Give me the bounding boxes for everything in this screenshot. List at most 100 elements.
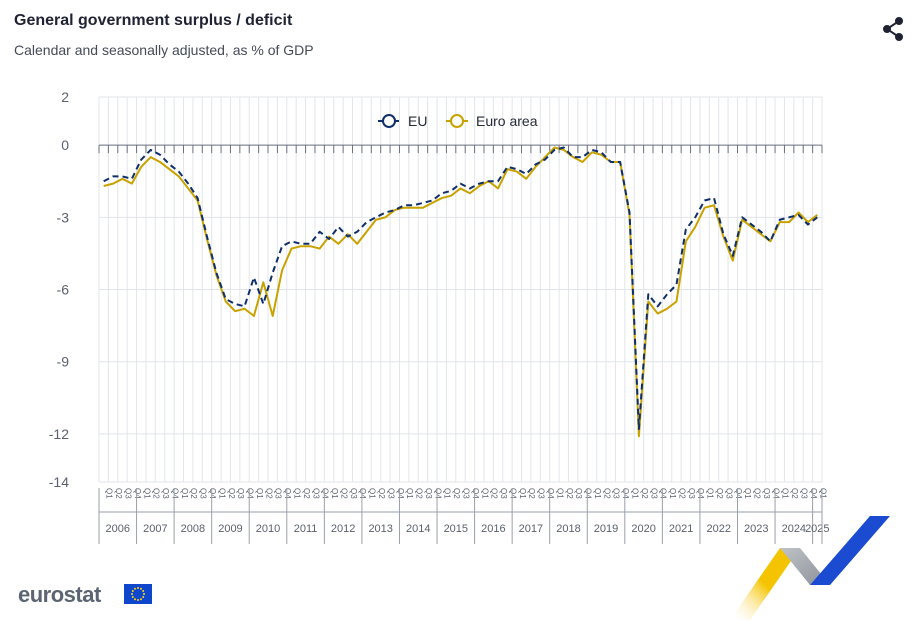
- x-quarter-label: Q2: [677, 488, 686, 499]
- x-year-label: 2014: [406, 523, 430, 535]
- x-quarter-label: Q3: [612, 488, 621, 499]
- legend-marker-eu: [382, 114, 396, 128]
- y-tick-label: 2: [61, 89, 69, 105]
- x-quarter-label: Q4: [170, 488, 179, 499]
- x-year-label: 2016: [481, 523, 505, 535]
- x-quarter-label: Q1: [593, 488, 602, 499]
- legend-label-eu: EU: [408, 113, 427, 129]
- x-quarter-label: Q3: [161, 488, 170, 499]
- x-quarter-label: Q3: [274, 488, 283, 499]
- x-year-label: 2008: [181, 523, 205, 535]
- x-quarter-label: Q4: [809, 488, 818, 499]
- x-year-label: 2012: [331, 523, 355, 535]
- x-year-label: 2023: [744, 523, 768, 535]
- chart-title: General government surplus / deficit: [14, 12, 293, 29]
- x-quarter-label: Q2: [527, 488, 536, 499]
- y-tick-label: -6: [57, 282, 70, 298]
- x-quarter-label: Q2: [339, 488, 348, 499]
- x-quarter-label: Q4: [584, 488, 593, 499]
- x-quarter-label: Q4: [471, 488, 480, 499]
- x-quarter-label: Q2: [189, 488, 198, 499]
- x-quarter-label: Q3: [311, 488, 320, 499]
- x-year-label: 2018: [556, 523, 580, 535]
- x-quarter-label: Q4: [696, 488, 705, 499]
- x-quarter-label: Q3: [762, 488, 771, 499]
- x-quarter-label: Q2: [452, 488, 461, 499]
- x-year-label: 2021: [669, 523, 693, 535]
- x-year-label: 2020: [631, 523, 655, 535]
- x-quarter-label: Q4: [358, 488, 367, 499]
- x-quarter-label: Q4: [621, 488, 630, 499]
- x-quarter-label: Q4: [133, 488, 142, 499]
- x-quarter-label: Q2: [415, 488, 424, 499]
- x-year-label: 2022: [706, 523, 730, 535]
- x-quarter-label: Q3: [236, 488, 245, 499]
- x-quarter-label: Q1: [330, 488, 339, 499]
- x-quarter-label: Q1: [518, 488, 527, 499]
- x-quarter-label: Q1: [631, 488, 640, 499]
- x-year-label: 2013: [368, 523, 392, 535]
- x-year-label: 2019: [594, 523, 618, 535]
- share-icon[interactable]: [880, 16, 906, 42]
- eu-flag-icon: [124, 584, 152, 604]
- series-line-euro-area: [103, 146, 818, 438]
- y-tick-label: -12: [49, 426, 69, 442]
- x-year-label: 2017: [519, 523, 543, 535]
- x-quarter-label: Q4: [396, 488, 405, 499]
- x-quarter-label: Q1: [405, 488, 414, 499]
- x-quarter-label: Q3: [424, 488, 433, 499]
- x-quarter-label: Q2: [227, 488, 236, 499]
- series-line-eu: [103, 146, 818, 431]
- x-year-label: 2010: [256, 523, 280, 535]
- x-year-label: 2006: [106, 523, 130, 535]
- x-year-label: 2011: [294, 523, 318, 535]
- x-quarter-label: Q1: [180, 488, 189, 499]
- x-quarter-label: Q1: [255, 488, 264, 499]
- x-quarter-label: Q2: [490, 488, 499, 499]
- x-quarter-label: Q4: [546, 488, 555, 499]
- x-year-label: 2007: [143, 523, 167, 535]
- x-quarter-label: Q4: [321, 488, 330, 499]
- x-quarter-label: Q1: [142, 488, 151, 499]
- x-quarter-label: Q4: [771, 488, 780, 499]
- x-quarter-label: Q2: [753, 488, 762, 499]
- y-tick-label: -3: [57, 209, 70, 225]
- x-quarter-label: Q4: [433, 488, 442, 499]
- x-quarter-label: Q3: [800, 488, 809, 499]
- x-quarter-label: Q3: [462, 488, 471, 499]
- legend-marker-euro-area: [450, 114, 464, 128]
- x-quarter-label: Q2: [302, 488, 311, 499]
- x-quarter-label: Q1: [292, 488, 301, 499]
- x-quarter-label: Q3: [123, 488, 132, 499]
- x-year-label: 2015: [444, 523, 468, 535]
- x-year-label: 2009: [218, 523, 242, 535]
- chart-subtitle: Calendar and seasonally adjusted, as % o…: [14, 42, 314, 58]
- y-tick-label: 0: [61, 137, 69, 153]
- x-quarter-label: Q1: [555, 488, 564, 499]
- y-tick-label: -9: [57, 354, 70, 370]
- decorative-chevrons: [730, 510, 900, 625]
- x-quarter-label: Q1: [105, 488, 114, 499]
- x-quarter-label: Q1: [480, 488, 489, 499]
- x-quarter-label: Q2: [114, 488, 123, 499]
- x-quarter-label: Q3: [537, 488, 546, 499]
- x-quarter-label: Q4: [734, 488, 743, 499]
- x-quarter-label: Q2: [790, 488, 799, 499]
- x-quarter-label: Q2: [264, 488, 273, 499]
- x-quarter-label: Q3: [199, 488, 208, 499]
- x-quarter-label: Q4: [508, 488, 517, 499]
- x-quarter-label: Q2: [715, 488, 724, 499]
- x-quarter-label: Q3: [574, 488, 583, 499]
- x-quarter-label: Q1: [217, 488, 226, 499]
- y-tick-label: -14: [49, 474, 69, 490]
- x-quarter-label: Q3: [724, 488, 733, 499]
- eurostat-logo: eurostat: [18, 582, 101, 607]
- legend-label-euro-area: Euro area: [476, 113, 538, 129]
- x-quarter-label: Q3: [649, 488, 658, 499]
- x-quarter-label: Q4: [246, 488, 255, 499]
- x-quarter-label: Q3: [386, 488, 395, 499]
- x-quarter-label: Q1: [706, 488, 715, 499]
- x-quarter-label: Q1: [781, 488, 790, 499]
- x-quarter-label: Q1: [818, 488, 827, 499]
